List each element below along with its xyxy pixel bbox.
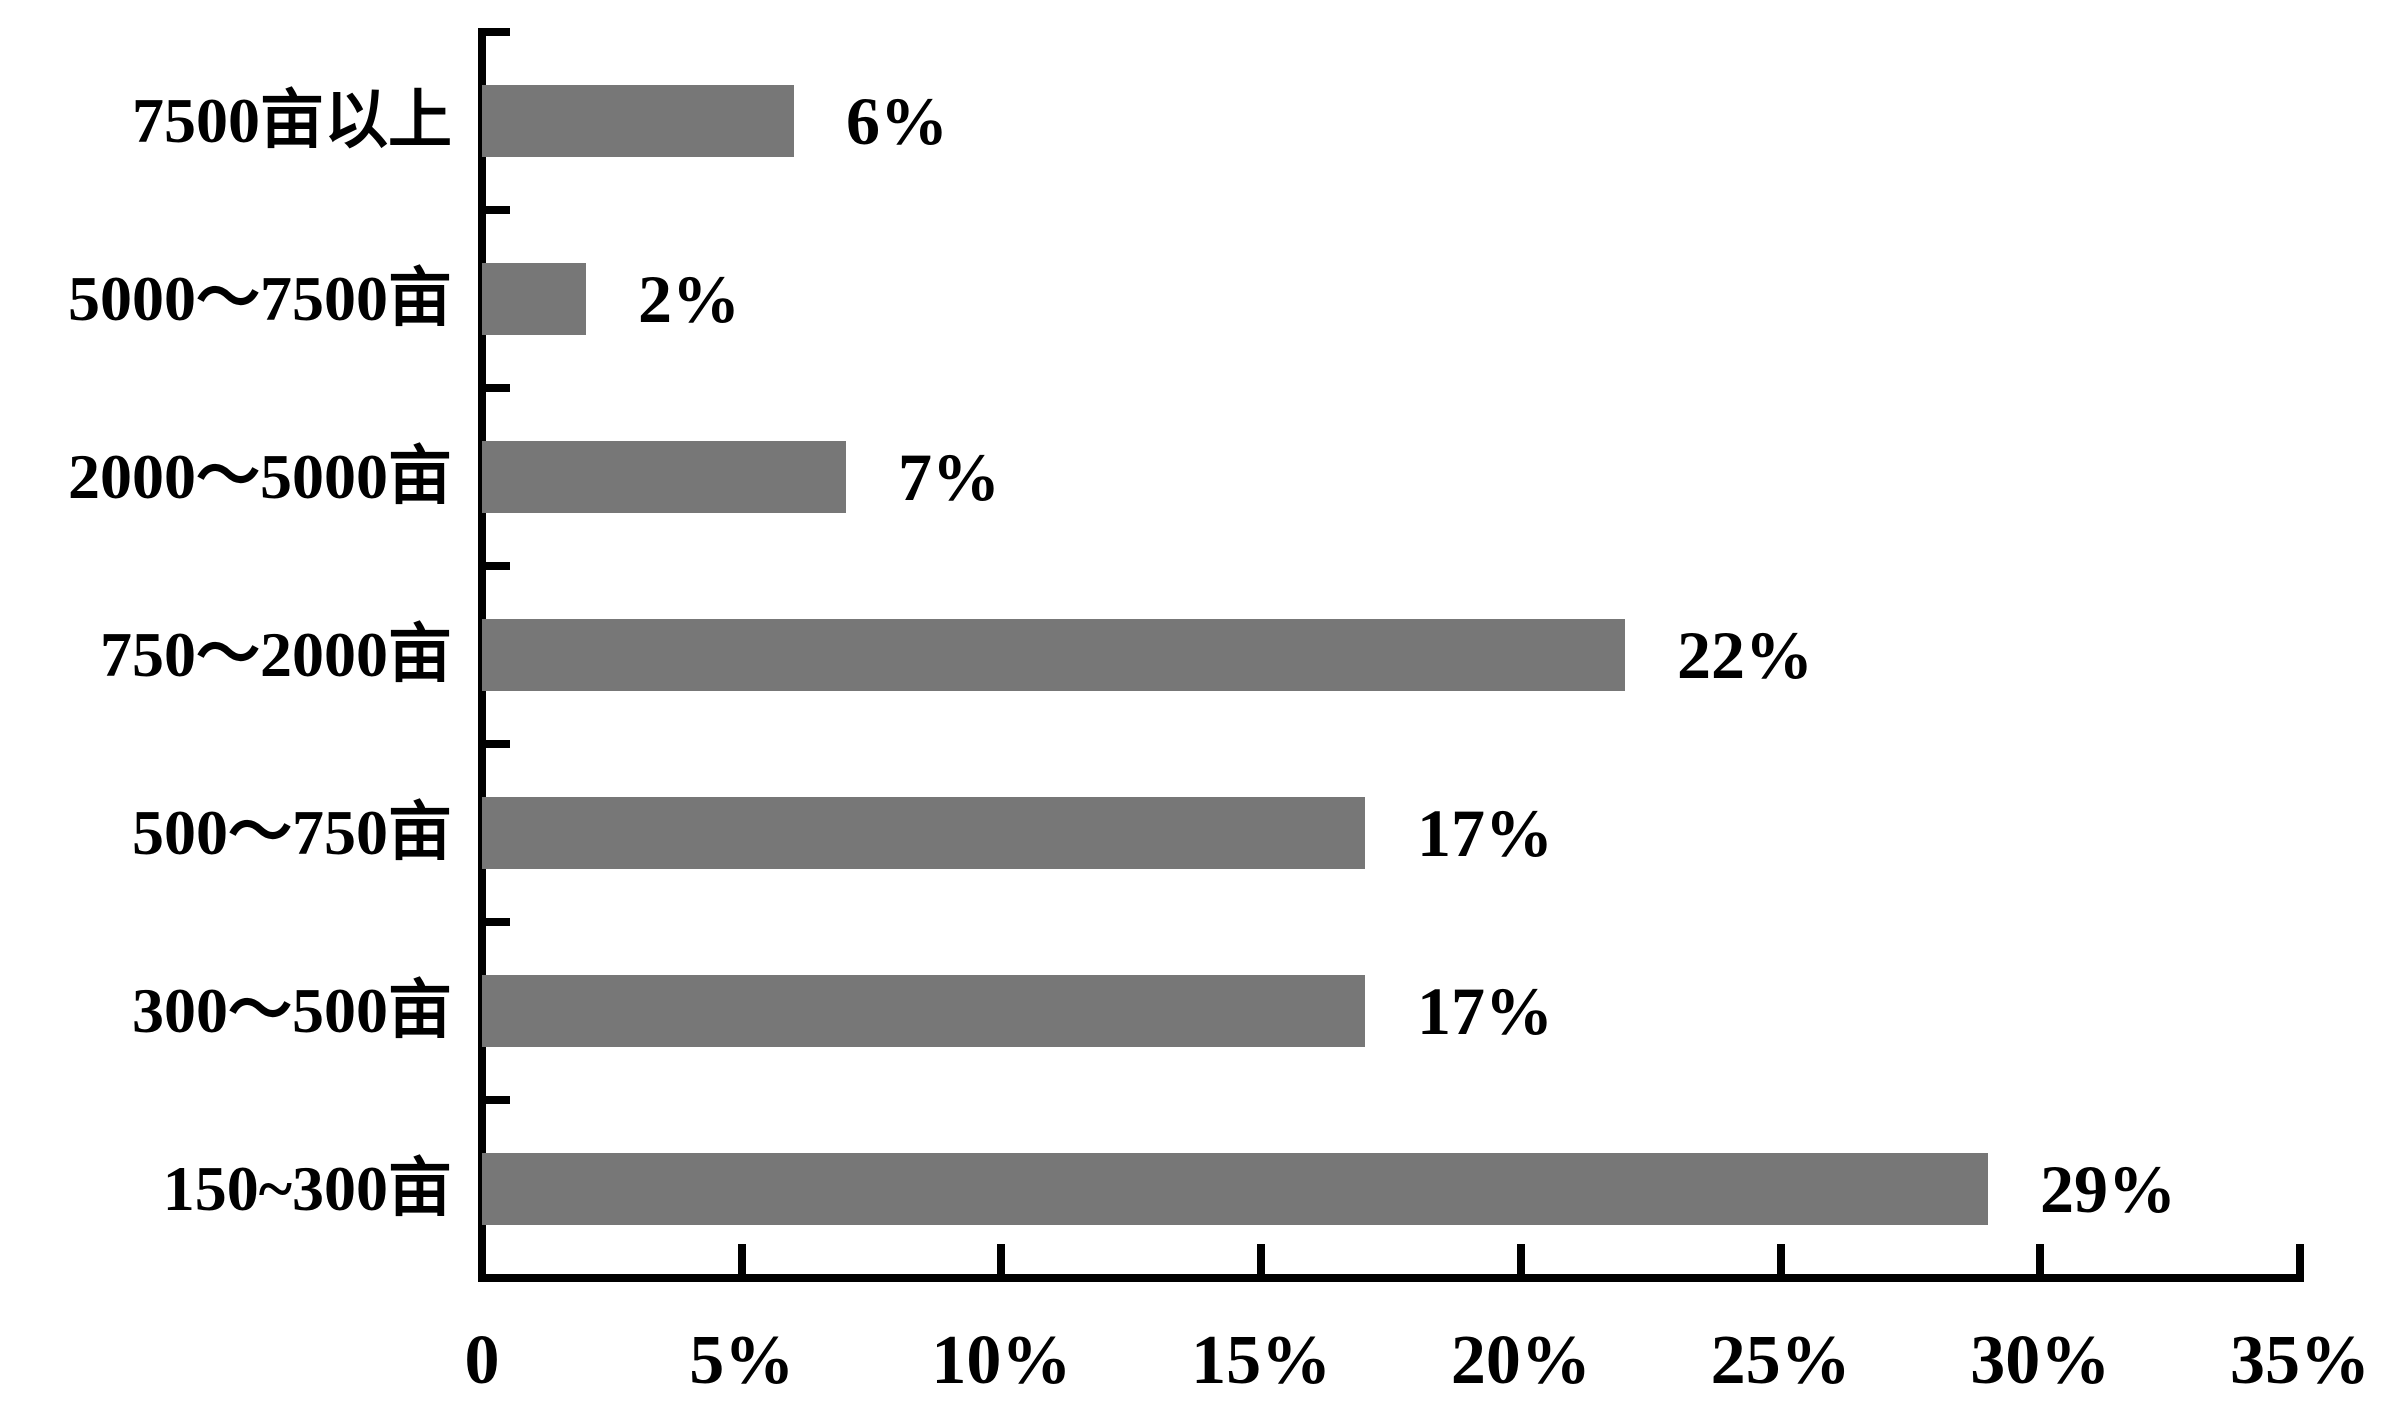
bar xyxy=(482,975,1365,1047)
x-tick-label: 0 xyxy=(464,1322,500,1399)
value-label: 6% xyxy=(846,83,948,159)
y-axis-tick xyxy=(482,918,510,926)
x-axis-tick xyxy=(1776,1244,1785,1282)
value-label: 2% xyxy=(638,261,740,337)
x-tick-label: 15% xyxy=(1191,1322,1332,1399)
category-label: 500～750亩 xyxy=(132,797,452,868)
category-label: 5000～7500亩 xyxy=(68,263,452,334)
x-axis-tick xyxy=(737,1244,746,1282)
value-label: 22% xyxy=(1677,617,1813,693)
value-label: 29% xyxy=(2040,1151,2176,1227)
x-tick-label: 25% xyxy=(1710,1322,1851,1399)
x-axis-tick xyxy=(1257,1244,1266,1282)
x-tick-label: 20% xyxy=(1450,1322,1591,1399)
value-label: 17% xyxy=(1417,795,1553,871)
x-tick-label: 30% xyxy=(1970,1322,2111,1399)
category-label: 2000～5000亩 xyxy=(68,441,452,512)
bar xyxy=(482,85,794,157)
x-axis-line xyxy=(478,1274,2304,1282)
bar xyxy=(482,441,846,513)
y-axis-tick xyxy=(482,740,510,748)
y-axis-tick xyxy=(482,384,510,392)
value-label: 17% xyxy=(1417,973,1553,1049)
category-label: 7500亩以上 xyxy=(132,85,452,156)
y-axis-tick xyxy=(482,206,510,214)
bar xyxy=(482,1153,1988,1225)
y-axis-tick xyxy=(482,1096,510,1104)
category-label: 750～2000亩 xyxy=(100,619,452,690)
x-tick-label: 5% xyxy=(689,1322,795,1399)
x-axis-tick xyxy=(1516,1244,1525,1282)
x-axis-tick xyxy=(2296,1244,2304,1282)
bar xyxy=(482,619,1625,691)
x-tick-label: 35% xyxy=(2230,1322,2370,1399)
x-tick-label: 10% xyxy=(931,1322,1072,1399)
x-axis-tick xyxy=(2036,1244,2045,1282)
value-label: 7% xyxy=(898,439,1000,515)
x-axis-tick xyxy=(997,1244,1006,1282)
bar xyxy=(482,797,1365,869)
category-label: 150~300亩 xyxy=(162,1153,452,1224)
category-label: 300～500亩 xyxy=(132,975,452,1046)
y-axis-tick xyxy=(482,28,510,36)
y-axis-tick xyxy=(482,562,510,570)
bar xyxy=(482,263,586,335)
